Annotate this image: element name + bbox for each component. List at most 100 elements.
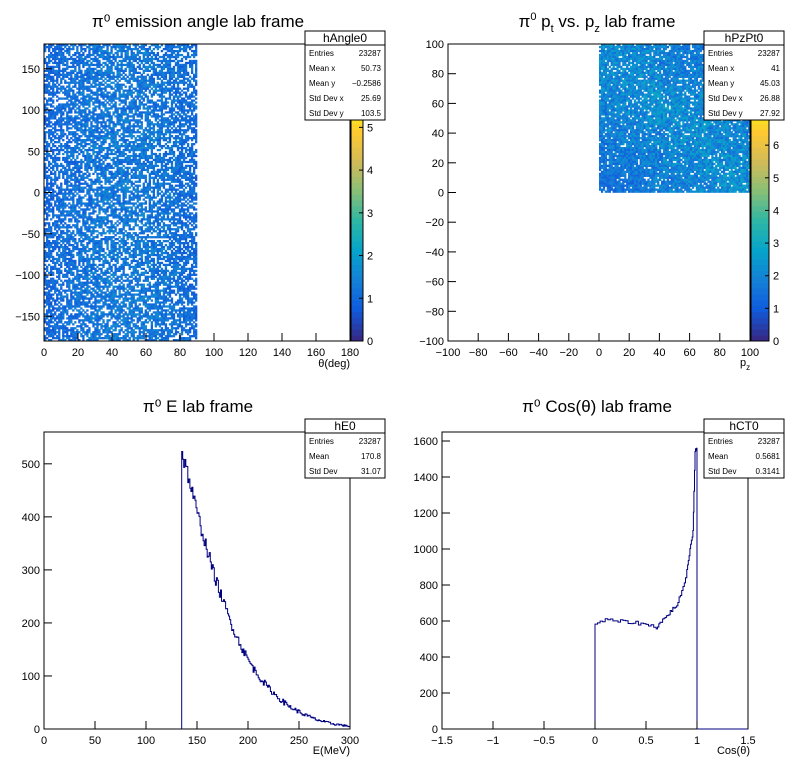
angle-cell — [94, 143, 97, 146]
angle-cell — [132, 249, 135, 253]
angle-cell — [90, 166, 93, 170]
angle-cell — [66, 321, 69, 324]
angle-cell — [130, 295, 133, 298]
angle-cell — [100, 49, 103, 53]
angle-cell — [48, 131, 51, 134]
angle-cell — [50, 243, 53, 247]
angle-cell — [58, 174, 61, 177]
angle-cell — [88, 164, 91, 168]
angle-cell — [132, 168, 135, 172]
angle-cell — [132, 75, 135, 78]
angle-cell — [78, 188, 81, 191]
angle-cell — [84, 323, 87, 326]
angle-cell — [44, 242, 47, 245]
angle-cell — [50, 226, 53, 229]
angle-cell — [56, 184, 59, 187]
angle-cell — [124, 257, 127, 261]
angle-cell — [60, 162, 63, 166]
angle-cell — [108, 313, 111, 316]
angle-cell — [84, 131, 87, 134]
angle-cell — [76, 247, 79, 251]
angle-cell — [116, 339, 119, 342]
angle-cell — [132, 47, 135, 51]
angle-cell — [108, 182, 111, 185]
angle-cell — [46, 279, 49, 282]
angle-cell — [138, 101, 141, 104]
angle-cell — [134, 79, 137, 82]
angle-cell — [54, 327, 57, 330]
angle-cell — [52, 222, 55, 225]
angle-cell — [86, 269, 89, 272]
angle-cell — [62, 152, 65, 156]
angle-cell — [66, 257, 69, 261]
angle-cell — [66, 49, 69, 53]
angle-cell — [92, 45, 95, 49]
angle-cell — [124, 208, 127, 211]
angle-cell — [130, 101, 133, 104]
angle-cell — [60, 287, 63, 290]
angle-cell — [52, 109, 55, 112]
angle-cell — [122, 218, 125, 221]
angle-cell — [130, 317, 133, 320]
angle-cell — [52, 216, 55, 219]
angle-cell — [66, 275, 69, 278]
angle-cell — [134, 55, 137, 59]
angle-cell — [98, 329, 101, 332]
angle-cell — [112, 323, 115, 326]
angle-cell — [54, 265, 57, 269]
angle-cell — [62, 51, 65, 55]
angle-cell — [90, 77, 93, 80]
angle-cell — [82, 139, 85, 142]
angle-cell — [132, 154, 135, 158]
angle-cell — [114, 111, 117, 114]
angle-cell — [122, 93, 125, 96]
angle-cell — [104, 337, 107, 340]
angle-cell — [116, 123, 119, 126]
angle-cell — [84, 232, 87, 235]
angle-cell — [96, 154, 99, 158]
angle-cell — [98, 85, 101, 88]
angle-cell — [44, 162, 47, 166]
angle-cell — [90, 158, 93, 162]
angle-cell — [74, 158, 77, 162]
angle-cell — [114, 247, 117, 251]
angle-cell — [88, 178, 91, 181]
angle-cell — [112, 230, 115, 233]
angle-cell — [136, 105, 139, 108]
angle-cell — [96, 236, 99, 239]
angle-cell — [58, 59, 61, 63]
angle-cell — [72, 53, 75, 57]
angle-cell — [58, 117, 61, 120]
angle-cell — [118, 245, 121, 249]
angle-cell — [72, 261, 75, 265]
angle-cell — [84, 208, 87, 211]
angle-cell — [140, 236, 143, 239]
angle-cell — [138, 283, 141, 286]
angle-cell — [76, 156, 79, 160]
angle-cell — [46, 152, 49, 156]
angle-cell — [82, 186, 85, 189]
angle-cell — [112, 204, 115, 207]
angle-cell — [120, 251, 123, 255]
angle-cell — [70, 81, 73, 84]
angle-cell — [94, 198, 97, 201]
angle-cell — [48, 204, 51, 207]
angle-cell — [112, 190, 115, 193]
angle-cell — [44, 144, 47, 148]
angle-cell — [124, 166, 127, 170]
angle-cell — [62, 232, 65, 235]
angle-cell — [126, 75, 129, 78]
angle-cell — [68, 287, 71, 290]
angle-cell — [86, 283, 89, 286]
angle-cell — [96, 117, 99, 120]
angle-cell — [58, 61, 61, 65]
angle-cell — [128, 143, 131, 146]
angle-cell — [60, 182, 63, 185]
angle-cell — [132, 51, 135, 55]
angle-cell — [106, 152, 109, 156]
angle-cell — [130, 273, 133, 276]
angle-cell — [140, 152, 143, 156]
angle-cell — [76, 45, 79, 49]
angle-cell — [56, 293, 59, 296]
angle-cell — [112, 81, 115, 84]
